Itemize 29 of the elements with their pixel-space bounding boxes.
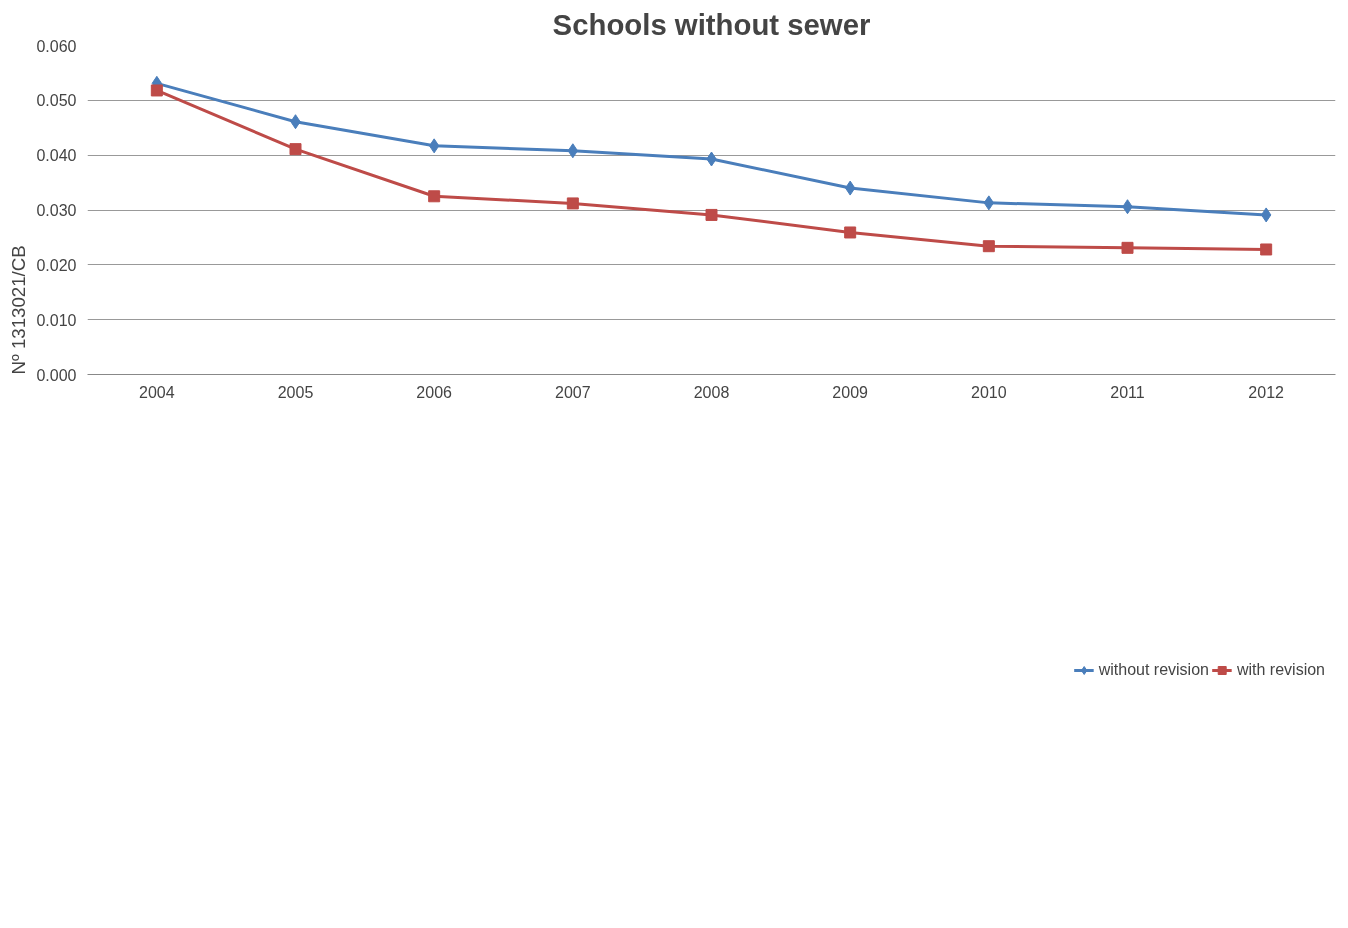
point [1260, 243, 1273, 256]
point [844, 226, 857, 239]
y-tick-label: 0.020 [36, 256, 77, 274]
x-tick-label: 2006 [416, 383, 453, 401]
x-tick-label: 2005 [277, 383, 314, 401]
legend-label: with revision [1236, 661, 1325, 679]
x-tick-label: 2004 [139, 383, 175, 401]
text: Nº 1313021/CB [7, 245, 29, 375]
x-tick-label: 2011 [1110, 383, 1145, 401]
y-tick-label: 0.050 [36, 92, 77, 110]
point [428, 190, 441, 203]
point [566, 197, 579, 210]
x-tick-label: 2010 [971, 383, 1007, 401]
legend-label: without revision [1098, 661, 1209, 679]
x-tick-label: 2012 [1248, 383, 1285, 401]
point [150, 84, 163, 97]
point [705, 208, 718, 221]
y-tick-label: 0.060 [36, 37, 77, 55]
y-tick-label: 0.030 [36, 202, 77, 219]
point [289, 143, 302, 156]
point [982, 240, 995, 253]
x-tick-label: 2007 [555, 383, 591, 401]
y-tick-label: 0.040 [36, 147, 77, 165]
x-tick-label: 2008 [693, 383, 730, 401]
x-tick-label: 2009 [832, 383, 869, 401]
y-tick-label: 0.010 [36, 311, 77, 329]
chart-title: Schools without sewer [552, 7, 871, 41]
point [1121, 241, 1134, 254]
y-tick-label: 0.000 [36, 366, 77, 384]
